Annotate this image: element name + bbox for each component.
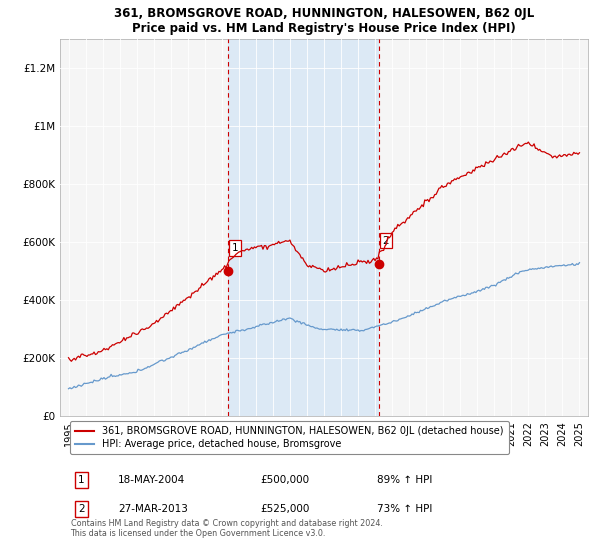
Text: 18-MAY-2004: 18-MAY-2004 [118,475,185,485]
Text: 2: 2 [383,236,389,246]
Text: £500,000: £500,000 [260,475,310,485]
Text: 2: 2 [78,504,85,514]
Text: 1: 1 [232,243,238,253]
Bar [228,39,379,416]
Text: Contains HM Land Registry data © Crown copyright and database right 2024.
This d: Contains HM Land Registry data © Crown c… [71,519,382,538]
Text: 27-MAR-2013: 27-MAR-2013 [118,504,188,514]
Title: 361, BROMSGROVE ROAD, HUNNINGTON, HALESOWEN, B62 0JL
Price paid vs. HM Land Regi: 361, BROMSGROVE ROAD, HUNNINGTON, HALESO… [114,7,534,35]
Text: £525,000: £525,000 [260,504,310,514]
Text: 1: 1 [78,475,85,485]
Text: 73% ↑ HPI: 73% ↑ HPI [377,504,432,514]
Legend: 361, BROMSGROVE ROAD, HUNNINGTON, HALESOWEN, B62 0JL (detached house), HPI: Aver: 361, BROMSGROVE ROAD, HUNNINGTON, HALESO… [70,421,509,454]
Text: 89% ↑ HPI: 89% ↑ HPI [377,475,432,485]
